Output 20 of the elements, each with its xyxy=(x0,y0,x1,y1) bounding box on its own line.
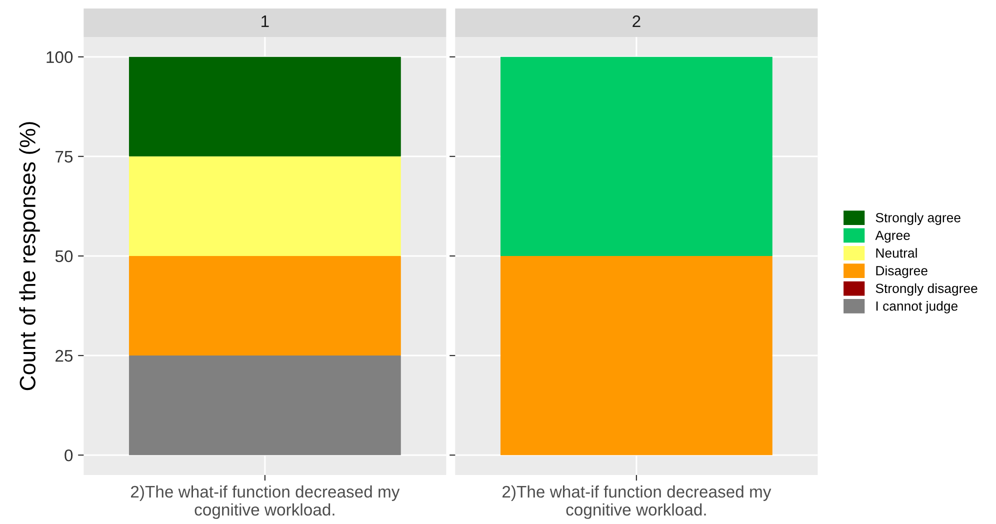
chart-title: 1 xyxy=(262,16,269,28)
y-tick-label: 100 xyxy=(46,51,73,64)
legend-label: Agree xyxy=(875,230,910,243)
legend-label: Strongly agree xyxy=(876,212,960,225)
chart-title: 2 xyxy=(632,15,640,28)
x-tick-label: 2)The what-if function decreased my cognitive workload. xyxy=(131,485,400,519)
legend-label: I cannot judge xyxy=(876,301,958,314)
bar xyxy=(128,256,401,356)
bar xyxy=(128,356,401,456)
y-tick-label: 75 xyxy=(56,150,73,163)
y-tick-label: 0 xyxy=(64,449,73,462)
legend-label: Disagree xyxy=(876,266,928,278)
bar xyxy=(128,56,401,156)
y-axis-title: Count of the responses (%) xyxy=(19,122,40,390)
bar xyxy=(128,156,401,256)
legend-label: Neutral xyxy=(876,248,917,258)
y-tick-label: 25 xyxy=(56,350,73,362)
x-tick-label: 2)The what-if function decreased my cognitive workload. xyxy=(502,485,772,519)
y-tick-label: 50 xyxy=(55,250,73,262)
legend-label: Strongly disagree xyxy=(876,283,978,296)
